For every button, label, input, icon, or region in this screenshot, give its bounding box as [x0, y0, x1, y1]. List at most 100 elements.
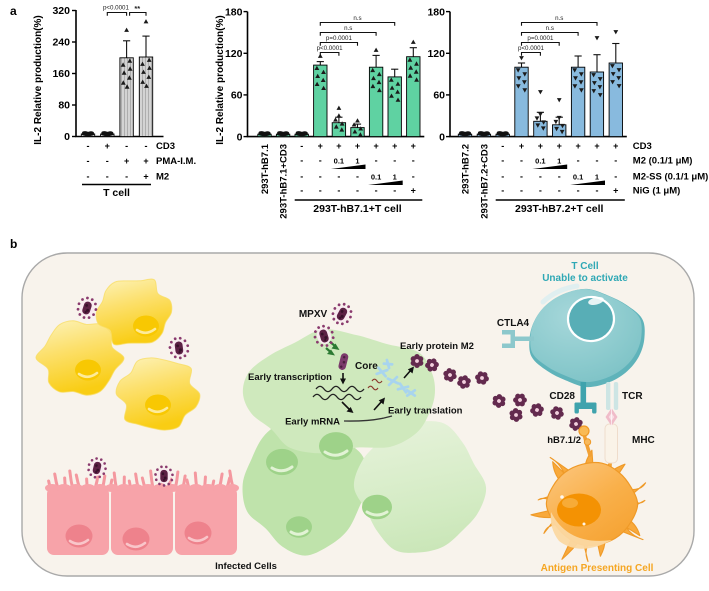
svg-text:+: + [143, 171, 148, 181]
svg-text:NiG (1 μM): NiG (1 μM) [633, 186, 681, 197]
svg-text:-: - [337, 186, 340, 196]
svg-text:+: + [613, 186, 618, 196]
svg-text:-: - [501, 141, 504, 151]
svg-text:293T-hB7.1+CD3: 293T-hB7.1+CD3 [279, 144, 290, 219]
svg-text:-: - [501, 172, 504, 182]
svg-text:hB7.1/2: hB7.1/2 [547, 435, 581, 446]
svg-text:-: - [558, 172, 561, 182]
svg-text:p=0.0001: p=0.0001 [527, 35, 554, 42]
svg-text:Infected Cells: Infected Cells [215, 561, 277, 572]
svg-text:-: - [501, 156, 504, 166]
svg-text:b: b [10, 237, 17, 251]
svg-text:+: + [318, 141, 323, 151]
svg-text:-: - [300, 172, 303, 182]
svg-text:-: - [375, 156, 378, 166]
svg-text:-: - [393, 156, 396, 166]
svg-text:Early translation: Early translation [388, 406, 463, 417]
svg-text:-: - [87, 156, 90, 166]
svg-text:T cell: T cell [103, 187, 130, 199]
svg-text:p=0.0001: p=0.0001 [326, 35, 353, 42]
svg-text:180: 180 [427, 6, 445, 18]
svg-text:-: - [87, 171, 90, 181]
svg-text:+: + [575, 141, 580, 151]
svg-text:T Cell: T Cell [571, 261, 598, 272]
svg-text:0.1: 0.1 [334, 157, 344, 166]
svg-text:M2 (0.1/1 μM): M2 (0.1/1 μM) [633, 156, 693, 167]
svg-text:MPXV: MPXV [299, 309, 328, 320]
svg-text:-: - [520, 186, 523, 196]
svg-text:+: + [336, 141, 341, 151]
svg-text:293T-hB7.2: 293T-hB7.2 [461, 144, 472, 194]
svg-text:0.1: 0.1 [535, 157, 545, 166]
svg-text:Early mRNA: Early mRNA [285, 417, 340, 428]
svg-text:+: + [373, 141, 378, 151]
svg-text:Early transcription: Early transcription [248, 372, 332, 383]
svg-text:1: 1 [393, 173, 397, 182]
svg-text:1: 1 [355, 157, 359, 166]
svg-text:Unable to activate: Unable to activate [542, 273, 628, 284]
svg-text:60: 60 [433, 90, 445, 102]
svg-text:-: - [577, 186, 580, 196]
svg-text:-: - [106, 156, 109, 166]
svg-text:Early protein M2: Early protein M2 [400, 341, 474, 352]
svg-text:1: 1 [557, 157, 561, 166]
svg-text:0.1: 0.1 [371, 173, 381, 182]
svg-text:293T-hB7.1: 293T-hB7.1 [260, 143, 271, 194]
svg-text:+: + [519, 141, 524, 151]
svg-text:-: - [412, 172, 415, 182]
svg-text:-: - [539, 172, 542, 182]
svg-text:+: + [124, 156, 129, 166]
svg-text:0: 0 [237, 131, 243, 143]
svg-text:**: ** [134, 4, 140, 13]
svg-text:n.s: n.s [555, 15, 563, 22]
svg-text:+: + [143, 156, 148, 166]
svg-text:-: - [558, 186, 561, 196]
svg-text:+: + [594, 141, 599, 151]
svg-text:a: a [10, 4, 17, 18]
svg-text:+: + [557, 141, 562, 151]
svg-text:-: - [300, 186, 303, 196]
svg-text:-: - [501, 186, 504, 196]
svg-text:0: 0 [439, 131, 445, 143]
svg-text:-: - [356, 172, 359, 182]
svg-text:+: + [538, 141, 543, 151]
svg-text:-: - [106, 171, 109, 181]
svg-text:M2: M2 [156, 171, 169, 182]
svg-text:-: - [356, 186, 359, 196]
svg-text:+: + [411, 141, 416, 151]
svg-text:n.s: n.s [353, 15, 361, 22]
svg-text:120: 120 [427, 48, 445, 60]
svg-text:-: - [614, 172, 617, 182]
svg-text:p<0.0001: p<0.0001 [518, 45, 545, 52]
svg-text:Core: Core [355, 361, 378, 372]
svg-text:1: 1 [595, 173, 599, 182]
svg-text:IL-2 Relative production(%): IL-2 Relative production(%) [33, 15, 44, 144]
svg-text:+: + [392, 141, 397, 151]
svg-text:-: - [300, 141, 303, 151]
svg-text:-: - [596, 156, 599, 166]
svg-text:Antigen Presenting Cell: Antigen Presenting Cell [541, 563, 654, 574]
svg-text:CD3: CD3 [156, 141, 175, 152]
svg-text:PMA-I.M.: PMA-I.M. [156, 156, 196, 167]
svg-text:TCR: TCR [622, 391, 643, 402]
svg-text:-: - [319, 186, 322, 196]
svg-text:-: - [319, 156, 322, 166]
svg-text:-: - [87, 141, 90, 151]
svg-text:60: 60 [231, 90, 243, 102]
svg-text:293T-hB7.2+CD3: 293T-hB7.2+CD3 [479, 144, 490, 219]
svg-text:-: - [520, 172, 523, 182]
svg-text:CTLA4: CTLA4 [497, 318, 530, 329]
svg-text:-: - [412, 156, 415, 166]
svg-text:IL-2 Relative production(%): IL-2 Relative production(%) [215, 15, 226, 144]
svg-text:-: - [145, 141, 148, 151]
svg-text:160: 160 [52, 68, 70, 80]
svg-text:293T-hB7.2+T cell: 293T-hB7.2+T cell [515, 203, 604, 215]
svg-text:p<0.0001: p<0.0001 [103, 5, 130, 12]
svg-text:293T-hB7.1+T cell: 293T-hB7.1+T cell [313, 203, 402, 215]
svg-text:-: - [337, 172, 340, 182]
svg-text:+: + [411, 186, 416, 196]
svg-text:180: 180 [225, 6, 243, 18]
svg-text:CD28: CD28 [549, 391, 575, 402]
svg-text:-: - [577, 156, 580, 166]
svg-text:CD3: CD3 [633, 141, 652, 152]
